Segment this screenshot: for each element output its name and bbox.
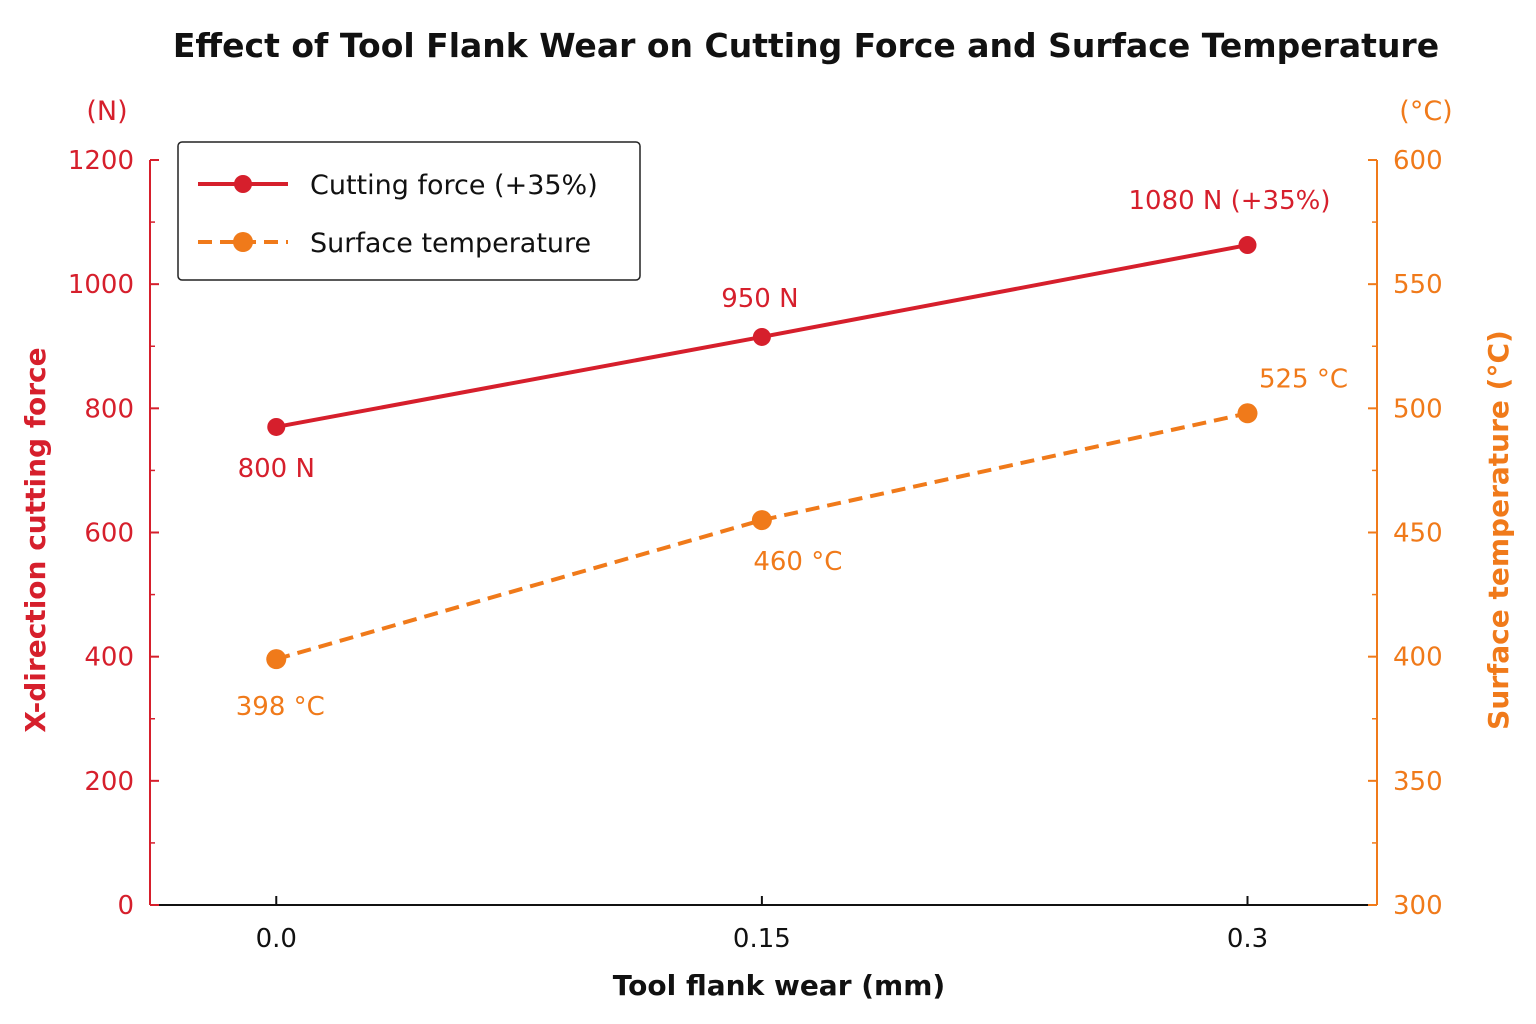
right-tick-label: 350: [1393, 767, 1443, 797]
left-tick-label: 600: [84, 519, 134, 549]
surface-temp-line: [275, 411, 1248, 662]
left-tick-label: 200: [84, 767, 134, 797]
cutting-force-data-label: 950 N: [721, 284, 798, 314]
cutting-force-data-label: 1080 N (+35%): [1128, 186, 1330, 216]
chart-title: Effect of Tool Flank Wear on Cutting For…: [173, 26, 1439, 65]
right-tick-label: 400: [1393, 643, 1443, 673]
cutting-force-point: [1238, 236, 1257, 255]
legend-force-label: Cutting force (+35%): [310, 170, 598, 201]
cutting-force-data-label: 800 N: [238, 454, 315, 484]
legend-temp-label: Surface temperature: [310, 228, 591, 259]
surface-temp-point: [751, 510, 772, 531]
legend-force-marker: [234, 175, 252, 193]
x-tick-label: 0.0: [256, 924, 297, 954]
series-layer: 800 N 950 N 1080 N (+35%) 398 °C 460 °C 525 °…: [236, 186, 1348, 722]
surface-temp-point: [1237, 403, 1258, 424]
surface-temp-point: [266, 649, 287, 670]
cutting-force-point: [267, 417, 286, 436]
right-tick-label: 450: [1393, 519, 1443, 549]
x-axis-title: Tool flank wear (mm): [613, 969, 945, 1002]
left-tick-label: 400: [84, 643, 134, 673]
axes: 0 200 400 600 800 1000 1200 300 350 400 450 500 550 6…: [68, 146, 1443, 954]
left-axis-title: X-direction cutting force: [19, 347, 52, 732]
right-axis-title: Surface temperature (°C): [1482, 330, 1515, 730]
cutting-force-point: [752, 327, 771, 346]
left-tick-label: 1200: [68, 146, 134, 176]
x-tick-label: 0.15: [733, 924, 791, 954]
x-tick-label: 0.3: [1227, 924, 1268, 954]
right-tick-label: 550: [1393, 270, 1443, 300]
right-tick-label: 600: [1393, 146, 1443, 176]
left-tick-label: 1000: [68, 270, 134, 300]
surface-temp-data-label: 525 °C: [1259, 364, 1348, 394]
right-axis-unit: (°C): [1399, 96, 1452, 127]
legend-box: [177, 141, 641, 281]
surface-temp-data-label: 398 °C: [236, 692, 325, 722]
surface-temp-data-label: 460 °C: [753, 547, 842, 577]
right-tick-label: 500: [1393, 394, 1443, 424]
legend: Cutting force (+35%) Surface temperature: [177, 141, 641, 281]
left-tick-label: 0: [117, 891, 134, 921]
legend-temp-marker: [233, 232, 253, 252]
right-tick-label: 300: [1393, 891, 1443, 921]
left-axis-unit: (N): [86, 96, 127, 127]
left-tick-label: 800: [84, 394, 134, 424]
